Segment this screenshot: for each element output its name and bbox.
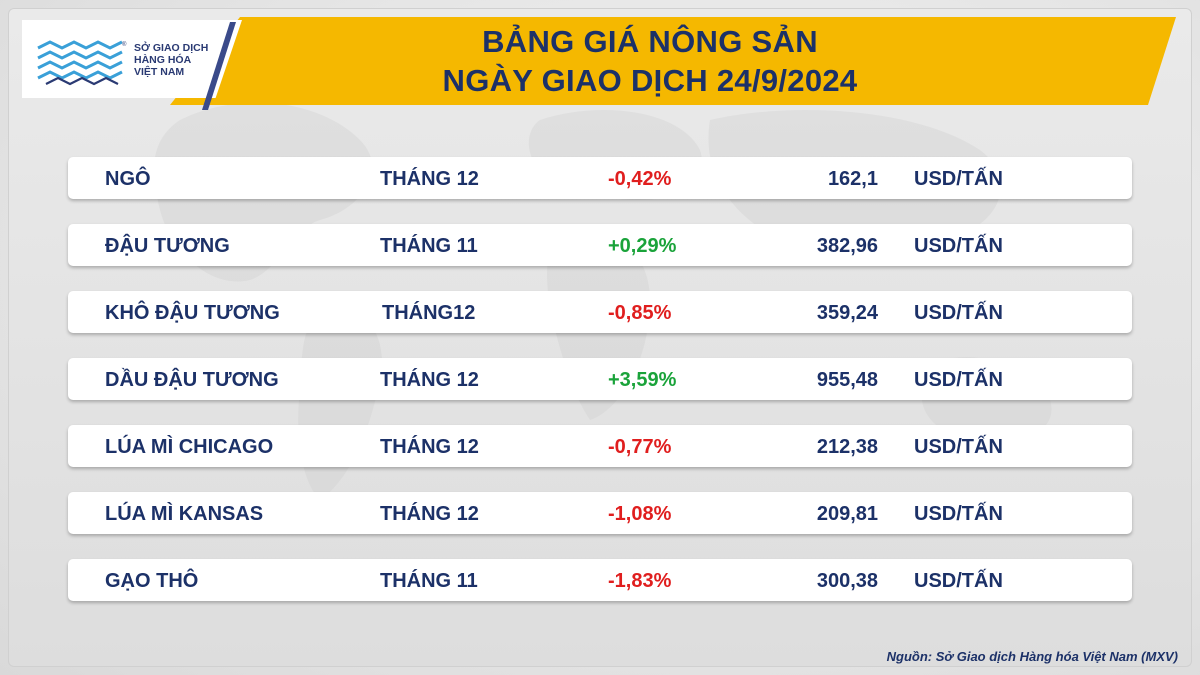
title-line-2: NGÀY GIAO DỊCH 24/9/2024: [442, 63, 858, 98]
contract-month: THÁNG 11: [380, 570, 478, 592]
price-row: LÚA MÌ KANSAS THÁNG 12 -1,08% 209,81 USD…: [68, 492, 1132, 534]
price-row: NGÔ THÁNG 12 -0,42% 162,1 USD/TẤN: [68, 157, 1132, 199]
contract-month: THÁNG 12: [380, 436, 479, 458]
price-value: 162,1: [827, 168, 878, 190]
background-frame: [8, 8, 1192, 667]
page-title: BẢNG GIÁ NÔNG SẢN NGÀY GIAO DỊCH 24/9/20…: [300, 22, 1000, 100]
price-change: +3,59%: [608, 369, 677, 391]
commodity-name: ĐẬU TƯƠNG: [105, 235, 230, 257]
contract-month: THÁNG 12: [380, 503, 479, 525]
price-unit: USD/TẤN: [914, 302, 1003, 324]
price-unit: USD/TẤN: [914, 168, 1003, 190]
contract-month: THÁNG12: [382, 302, 476, 324]
contract-month: THÁNG 12: [380, 168, 479, 190]
price-unit: USD/TẤN: [914, 503, 1003, 525]
price-unit: USD/TẤN: [914, 235, 1003, 257]
logo-line-2: HÀNG HÓA: [134, 54, 192, 66]
price-row: DẦU ĐẬU TƯƠNG THÁNG 12 +3,59% 955,48 USD…: [68, 358, 1132, 400]
registered-mark: ®: [122, 42, 127, 48]
price-value: 300,38: [816, 570, 878, 592]
price-change: -1,83%: [608, 570, 672, 592]
commodity-name: NGÔ: [105, 168, 151, 190]
price-change: -0,77%: [608, 436, 672, 458]
price-change: -0,85%: [608, 302, 672, 324]
price-row: GẠO THÔ THÁNG 11 -1,83% 300,38 USD/TẤN: [68, 559, 1132, 601]
price-row: KHÔ ĐẬU TƯƠNG THÁNG12 -0,85% 359,24 USD/…: [68, 291, 1132, 333]
price-change: -1,08%: [608, 503, 672, 525]
source-note: Nguồn: Sở Giao dịch Hàng hóa Việt Nam (M…: [886, 649, 1178, 664]
price-value: 955,48: [816, 369, 878, 391]
price-unit: USD/TẤN: [914, 369, 1003, 391]
price-value: 209,81: [816, 503, 878, 525]
price-value: 382,96: [816, 235, 878, 257]
logo-panel: [22, 20, 242, 98]
header-banner: [170, 17, 1176, 105]
price-row: ĐẬU TƯƠNG THÁNG 11 +0,29% 382,96 USD/TẤN: [68, 224, 1132, 266]
price-value: 212,38: [816, 436, 878, 458]
logo-line-1: SỞ GIAO DỊCH: [134, 42, 209, 54]
commodity-name: LÚA MÌ KANSAS: [105, 503, 264, 525]
commodity-name: KHÔ ĐẬU TƯƠNG: [105, 302, 280, 324]
title-line-1: BẢNG GIÁ NÔNG SẢN: [482, 24, 818, 59]
logo-accent-slash: [202, 22, 236, 110]
price-change: +0,29%: [608, 235, 677, 257]
price-change: -0,42%: [608, 168, 672, 190]
price-value: 359,24: [816, 302, 878, 324]
commodity-name: LÚA MÌ CHICAGO: [105, 436, 274, 458]
contract-month: THÁNG 12: [380, 369, 479, 391]
logo-line-3: VIỆT NAM: [134, 66, 185, 78]
mxv-logo-icon: [37, 40, 123, 86]
commodity-name: DẦU ĐẬU TƯƠNG: [105, 369, 279, 391]
price-row: LÚA MÌ CHICAGO THÁNG 12 -0,77% 212,38 US…: [68, 425, 1132, 467]
commodity-name: GẠO THÔ: [105, 570, 199, 592]
price-table: NGÔ THÁNG 12 -0,42% 162,1 USD/TẤN ĐẬU TƯ…: [68, 157, 1132, 601]
contract-month: THÁNG 11: [380, 235, 478, 257]
price-unit: USD/TẤN: [914, 570, 1003, 592]
logo-text: SỞ GIAO DỊCH HÀNG HÓA VIỆT NAM: [134, 42, 208, 78]
price-unit: USD/TẤN: [914, 436, 1003, 458]
